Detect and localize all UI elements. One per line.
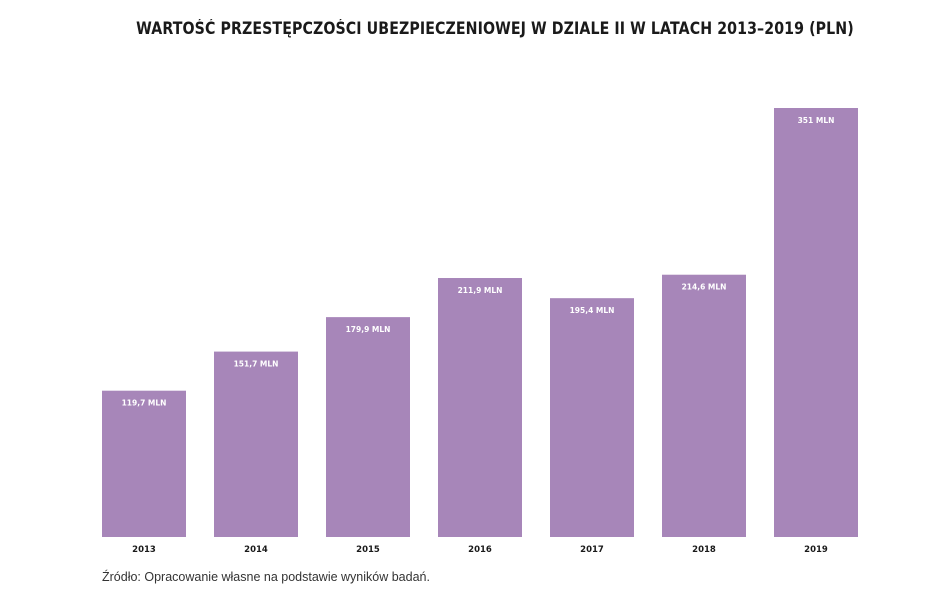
x-tick-label-2016: 2016 [468,545,492,555]
bar-value-label-2019: 351 MLN [798,116,835,125]
x-tick-label-2019: 2019 [804,545,828,555]
x-axis-tick-labels: 2013 2014 2015 2016 2017 2018 2019 [132,545,828,555]
source-note: Źródło: Opracowanie własne na podstawie … [102,570,430,584]
bar-2013 [102,390,186,537]
chart-title: WARTOŚĆ PRZESTĘPCZOŚCI UBEZPIECZENIOWEJ … [136,19,854,38]
bar-2014 [214,351,298,537]
x-tick-label-2018: 2018 [692,545,716,555]
bar-2016 [438,278,522,537]
bars-layer [102,108,858,537]
bar-value-label-2017: 195,4 MLN [570,306,615,315]
bar-value-label-2014: 151,7 MLN [234,360,279,369]
bar-2015 [326,317,410,537]
value-labels-layer: 119,7 MLN 151,7 MLN 179,9 MLN 211,9 MLN 195,… [122,116,835,408]
x-tick-label-2017: 2017 [580,545,604,555]
bar-value-label-2015: 179,9 MLN [346,325,391,334]
bar-value-label-2016: 211,9 MLN [458,286,503,295]
bar-2017 [550,298,634,537]
x-tick-label-2015: 2015 [356,545,380,555]
bar-2018 [662,274,746,537]
x-tick-label-2013: 2013 [132,545,156,555]
x-tick-label-2014: 2014 [244,545,268,555]
bar-value-label-2018: 214,6 MLN [682,283,727,292]
bar-value-label-2013: 119,7 MLN [122,399,167,408]
bar-2019 [774,108,858,537]
